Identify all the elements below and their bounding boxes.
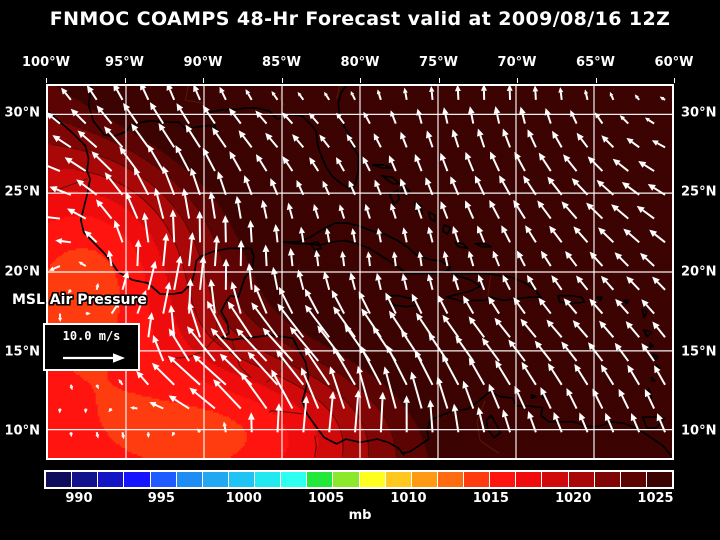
lat-tick-label-right: 20°N [681, 264, 717, 280]
colorbar-swatch [46, 472, 73, 487]
colorbar-swatch [490, 472, 517, 487]
lon-tick-label: 85°W [262, 55, 301, 70]
colorbar-swatch [542, 472, 569, 487]
colorbar-swatch [594, 472, 621, 487]
colorbar-swatch [255, 472, 282, 487]
colorbar-tick-label: 1025 [637, 491, 674, 506]
lat-tick-label-right: 10°N [681, 423, 717, 439]
colorbar-tick-label: 990 [65, 491, 93, 506]
lat-tick-label-left: 20°N [4, 264, 40, 280]
colorbar[interactable] [44, 470, 674, 489]
lat-tick-label-right: 15°N [681, 344, 717, 360]
colorbar-swatch [411, 472, 438, 487]
colorbar-swatch [281, 472, 308, 487]
lon-tick-mark [124, 78, 126, 83]
colorbar-tick-label: 1015 [472, 491, 509, 506]
colorbar-tick-label: 995 [147, 491, 175, 506]
colorbar-swatch [568, 472, 595, 487]
lon-tick-mark [595, 78, 597, 83]
lon-tick-mark [360, 78, 361, 83]
lon-tick-mark [674, 78, 675, 83]
colorbar-swatch [98, 472, 125, 487]
lon-tick-label: 95°W [105, 55, 144, 70]
colorbar-swatch [646, 472, 672, 487]
lon-tick-label: 80°W [340, 55, 380, 70]
lon-tick-label: 65°W [576, 55, 615, 70]
lon-tick-label: 60°W [654, 55, 694, 70]
lat-tick-label-left: 10°N [4, 423, 40, 439]
wind-vector-overlay [48, 86, 666, 440]
lon-tick-mark [281, 78, 283, 83]
colorbar-swatch [176, 472, 203, 487]
colorbar-tick-label: 1010 [390, 491, 427, 506]
colorbar-swatch [333, 472, 360, 487]
coastline-overlay [48, 86, 672, 458]
lon-tick-label: 90°W [183, 55, 223, 70]
colorbar-tick-label: 1000 [225, 491, 262, 506]
colorbar-swatch [124, 472, 151, 487]
colorbar-swatch [359, 472, 386, 487]
colorbar-swatch [150, 472, 177, 487]
colorbar-swatch [620, 472, 647, 487]
lon-tick-mark [203, 78, 204, 83]
colorbar-swatch [385, 472, 412, 487]
colorbar-swatch [307, 472, 334, 487]
colorbar-swatch [437, 472, 464, 487]
lon-tick-label: 70°W [497, 55, 537, 70]
lat-tick-label-right: 25°N [681, 184, 717, 200]
field-label: MSL Air Pressure [12, 292, 147, 308]
lat-tick-label-left: 30°N [4, 105, 40, 121]
colorbar-swatch [72, 472, 99, 487]
right-arrow-icon [63, 353, 125, 363]
lon-tick-mark [438, 78, 440, 83]
lat-lon-gridlines [48, 86, 672, 458]
lat-tick-label-left: 15°N [4, 344, 40, 360]
wind-scale-legend: 10.0 m/s [43, 323, 140, 371]
page-title: FNMOC COAMPS 48-Hr Forecast valid at 200… [49, 8, 671, 30]
wind-scale-label: 10.0 m/s [62, 329, 121, 343]
colorbar-swatch [202, 472, 229, 487]
lat-tick-label-left: 25°N [4, 184, 40, 200]
colorbar-unit-label: mb [348, 508, 372, 523]
lon-tick-mark [46, 78, 47, 83]
colorbar-swatch [228, 472, 255, 487]
colorbar-swatch [516, 472, 543, 487]
lat-tick-label-right: 30°N [681, 105, 717, 121]
colorbar-tick-label: 1005 [307, 491, 345, 506]
lon-tick-label: 75°W [419, 55, 458, 70]
map-plot-area[interactable] [46, 84, 674, 460]
lon-tick-label: 100°W [22, 55, 70, 70]
colorbar-tick-label: 1020 [555, 491, 592, 506]
lon-tick-mark [517, 78, 518, 83]
colorbar-swatch [464, 472, 491, 487]
